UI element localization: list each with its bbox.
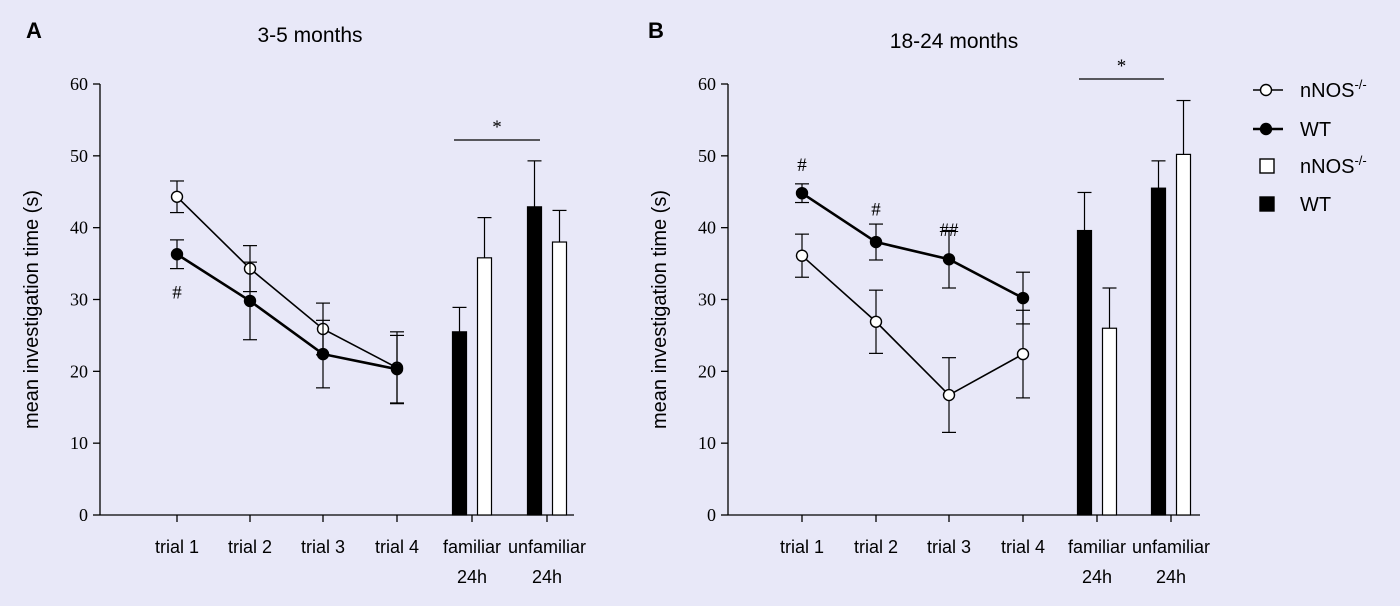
point-nnos [869, 315, 883, 328]
bar-wt [1076, 229, 1093, 516]
x-tick-label-unfamiliar: unfamiliar [1132, 537, 1210, 557]
point-wt [942, 253, 956, 266]
y-tick-label: 10 [698, 433, 716, 453]
point-wt [170, 248, 184, 261]
panel-b: B 18-24 months 0 10 20 30 40 50 60 mean investi… [648, 18, 1210, 587]
panel-title-a: 3-5 months [257, 24, 362, 47]
x-tick-label-24h: 24h [457, 567, 487, 587]
point-wt [390, 362, 404, 376]
legend-swatch [1259, 196, 1275, 212]
y-axis-label: mean investigation time (s) [21, 190, 43, 429]
series-line-nnos [176, 196, 398, 369]
point-wt [243, 294, 257, 308]
point-wt [869, 235, 883, 249]
x-tick-label-24h: 24h [1082, 567, 1112, 587]
panel-letter-a: A [26, 18, 42, 43]
significance-marker: ## [940, 220, 960, 241]
bar-wt [451, 331, 468, 516]
series-line-wt [176, 253, 398, 371]
point-wt [1016, 291, 1030, 305]
legend-label: WT [1300, 119, 1331, 141]
y-tick-label: 40 [70, 218, 88, 238]
x-tick-label-familiar: familiar [1068, 537, 1126, 557]
bar-wt [1150, 187, 1167, 516]
y-tick-label: 20 [70, 361, 88, 381]
x-tick-label-familiar: familiar [443, 537, 501, 557]
x-tick-label-trial-3: trial 3 [301, 537, 345, 557]
series-line-nnos [801, 255, 1024, 397]
y-tick-label: 30 [70, 290, 88, 310]
legend-label-text: nNOS [1300, 156, 1354, 178]
point-nnos [1016, 347, 1030, 361]
x-tick-label-trial-2: trial 2 [228, 537, 272, 557]
point-wt [795, 186, 809, 200]
bar-wt [526, 206, 543, 516]
legend-label: WT [1300, 194, 1331, 216]
y-tick-label: 40 [698, 218, 716, 238]
significance-star: * [1117, 56, 1127, 77]
significance-marker: # [871, 200, 881, 221]
legend-marker [1259, 83, 1273, 97]
legend-marker [1259, 122, 1273, 136]
x-tick-label-trial-1: trial 1 [780, 537, 824, 557]
y-tick-label: 60 [698, 74, 716, 94]
legend-label-text: WT [1300, 119, 1331, 141]
legend-label-superscript: -/- [1354, 77, 1366, 92]
x-tick-label-24h: 24h [1156, 567, 1186, 587]
y-tick-label: 50 [698, 146, 716, 166]
significance-star: * [492, 117, 502, 138]
y-tick-label: 20 [698, 361, 716, 381]
y-tick-label: 0 [79, 505, 88, 525]
bar-nnos [1175, 153, 1192, 516]
legend-label: nNOS-/- [1300, 153, 1367, 178]
point-nnos [795, 249, 809, 262]
legend-label: nNOS-/- [1300, 77, 1367, 102]
x-tick-label-trial-4: trial 4 [375, 537, 419, 557]
x-tick-label-trial-2: trial 2 [854, 537, 898, 557]
bar-nnos [551, 241, 568, 516]
y-tick-label: 30 [698, 290, 716, 310]
legend-label-text: WT [1300, 194, 1331, 216]
y-tick-label: 50 [70, 146, 88, 166]
x-tick-label-trial-4: trial 4 [1001, 537, 1045, 557]
point-nnos [942, 388, 956, 402]
legend-label-text: nNOS [1300, 80, 1354, 102]
panel-a: A 3-5 months 0 10 20 30 40 50 60 mean investiga… [21, 18, 586, 587]
x-tick-label-unfamiliar: unfamiliar [508, 537, 586, 557]
legend-label-superscript: -/- [1354, 153, 1366, 168]
point-nnos [170, 190, 184, 203]
point-wt [316, 347, 330, 361]
series-line-wt [801, 192, 1024, 300]
significance-marker: # [172, 282, 182, 303]
panel-title-b: 18-24 months [890, 30, 1018, 53]
significance-marker: # [797, 155, 807, 176]
x-tick-label-trial-3: trial 3 [927, 537, 971, 557]
legend-swatch [1259, 158, 1275, 174]
y-tick-label: 60 [70, 74, 88, 94]
x-tick-label-24h: 24h [532, 567, 562, 587]
y-tick-label: 0 [707, 505, 716, 525]
bar-nnos [476, 257, 493, 516]
bar-nnos [1101, 327, 1118, 516]
y-axis-label: mean investigation time (s) [649, 190, 671, 429]
x-tick-label-trial-1: trial 1 [155, 537, 199, 557]
panel-letter-b: B [648, 18, 664, 43]
y-tick-label: 10 [70, 433, 88, 453]
